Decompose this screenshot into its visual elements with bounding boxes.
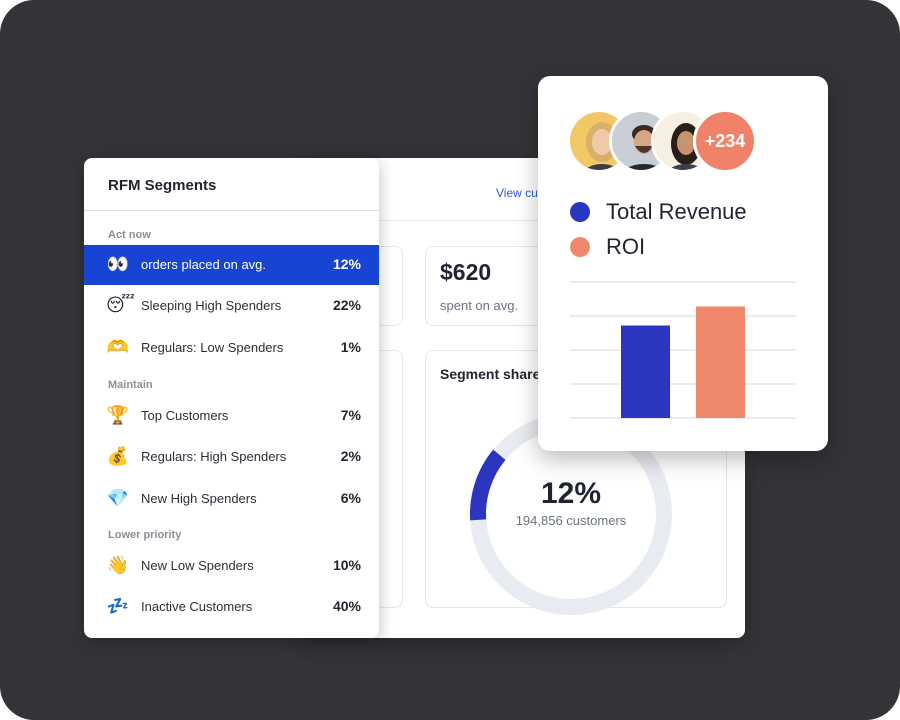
segment-percent: 6%	[340, 490, 361, 506]
segment-percent: 10%	[332, 557, 361, 573]
segment-row-inactive-customers[interactable]: 💤 Inactive Customers 40%	[84, 587, 379, 627]
segment-row-top-customers[interactable]: 🏆 Top Customers 7%	[84, 396, 379, 436]
segment-label: Top Customers	[141, 408, 229, 423]
side-card-partial	[375, 350, 403, 608]
segment-percent: 22%	[332, 297, 361, 313]
segment-row-regulars-low-spenders[interactable]: 🫶 Regulars: Low Spenders 1%	[84, 328, 379, 368]
segment-percent: 40%	[332, 598, 361, 614]
header-divider	[300, 220, 745, 221]
rfm-title: RFM Segments	[108, 177, 217, 194]
segment-label: orders placed on avg.	[141, 257, 267, 272]
segment-percent: 1%	[340, 339, 361, 355]
bar-total-revenue	[621, 325, 670, 418]
donut-center: 12% 194,856 customers	[466, 477, 676, 528]
segment-label: New High Spenders	[141, 491, 257, 506]
view-customers-link[interactable]: View cu	[496, 186, 538, 200]
segment-label: New Low Spenders	[141, 558, 254, 573]
segment-label: Regulars: Low Spenders	[141, 340, 284, 355]
legend-label-revenue: Total Revenue	[606, 199, 747, 224]
segment-row-new-high-spenders[interactable]: 💎 New High Spenders 6%	[84, 479, 379, 519]
avg-spend-card: $620 spent on avg.	[425, 246, 575, 326]
heart-hands-icon: 🫶	[106, 337, 130, 358]
segment-percent: 12%	[332, 256, 361, 272]
rfm-divider	[84, 210, 379, 211]
group-label-act-now: Act now	[108, 229, 151, 241]
group-label-maintain: Maintain	[108, 379, 153, 391]
revenue-roi-bar-chart	[570, 281, 796, 419]
segment-label: Regulars: High Spenders	[141, 449, 287, 464]
donut-segment	[470, 449, 506, 521]
segment-percent: 2%	[340, 448, 361, 464]
revenue-roi-card: +234 Total Revenue ROI	[538, 76, 828, 451]
legend-dot-revenue	[570, 202, 590, 222]
segment-row-sleeping-high-spenders[interactable]: 😴 Sleeping High Spenders 22%	[84, 286, 379, 326]
sleeping-face-icon: 😴	[106, 295, 135, 316]
legend-dot-roi	[570, 237, 590, 257]
zzz-icon: 💤	[106, 596, 130, 617]
segment-share-percent: 12%	[540, 477, 602, 510]
group-label-lower-priority: Lower priority	[108, 529, 182, 541]
segment-share-customers: 194,856 customers	[515, 513, 627, 528]
avg-spend-label: spent on avg.	[440, 298, 519, 313]
segment-percent: 7%	[340, 407, 361, 423]
segment-row-new-low-spenders[interactable]: 👋 New Low Spenders 10%	[84, 546, 379, 586]
money-bag-icon: 💰	[106, 446, 130, 467]
segment-label: Sleeping High Spenders	[141, 298, 282, 313]
more-avatars-badge[interactable]: +234	[693, 109, 757, 173]
stat-card-partial	[375, 246, 403, 326]
eyes-icon: 👀	[106, 254, 130, 275]
segment-share-title: Segment share	[440, 366, 541, 382]
segment-label: Inactive Customers	[141, 599, 253, 614]
gem-icon: 💎	[106, 488, 130, 509]
bar-roi	[696, 306, 745, 418]
rfm-segments-panel: RFM Segments Act now 👀 orders placed on …	[84, 158, 379, 638]
legend-label-roi: ROI	[606, 234, 646, 259]
segment-row-orders-placed[interactable]: 👀 orders placed on avg. 12%	[84, 245, 379, 285]
segment-row-regulars-high-spenders[interactable]: 💰 Regulars: High Spenders 2%	[84, 437, 379, 477]
trophy-icon: 🏆	[106, 405, 130, 426]
avg-spend-value: $620	[440, 259, 492, 285]
waving-hand-icon: 👋	[106, 555, 130, 576]
